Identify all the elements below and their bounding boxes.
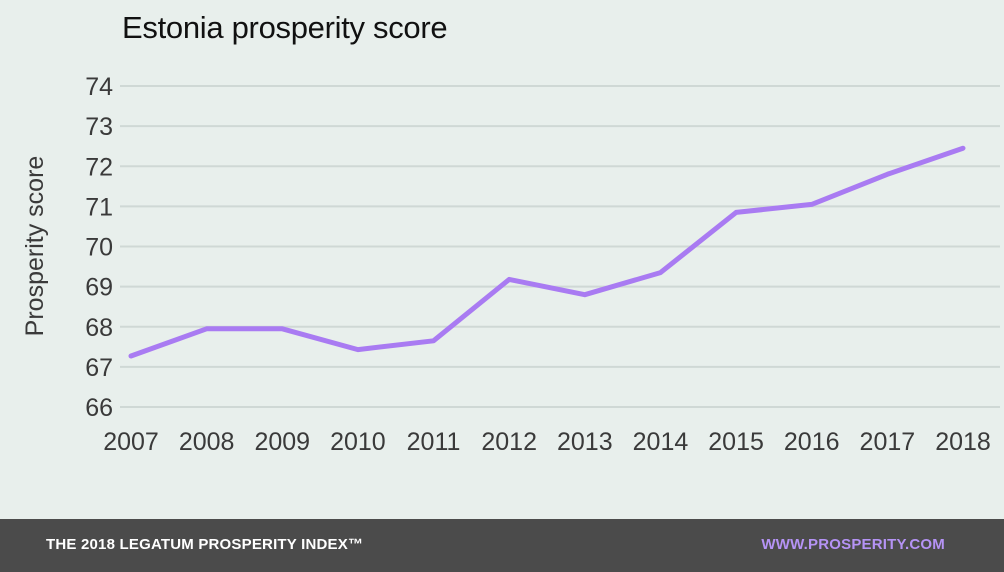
y-tick-label: 72 xyxy=(85,153,113,181)
y-tick-label: 70 xyxy=(85,234,113,262)
y-tick-label: 66 xyxy=(85,394,113,422)
y-tick-label: 74 xyxy=(85,73,113,101)
y-tick-label: 71 xyxy=(85,193,113,221)
series-line xyxy=(128,145,966,359)
footer-index-name: THE 2018 LEGATUM PROSPERITY INDEX™ xyxy=(46,536,364,553)
y-tick-label: 69 xyxy=(85,274,113,302)
footer-bar: THE 2018 LEGATUM PROSPERITY INDEX™ WWW.P… xyxy=(0,519,1004,572)
gridlines xyxy=(120,85,1000,408)
x-tick-label: 2007 xyxy=(103,428,159,456)
footer-website-link[interactable]: WWW.PROSPERITY.COM xyxy=(761,536,945,553)
y-tick-label: 67 xyxy=(85,354,113,382)
x-tick-label: 2014 xyxy=(633,428,689,456)
y-axis-label: Prosperity score xyxy=(21,156,49,337)
y-axis-ticks: 66 67 68 69 70 71 72 73 74 xyxy=(85,73,113,422)
x-tick-label: 2013 xyxy=(557,428,613,456)
x-tick-label: 2018 xyxy=(935,428,991,456)
x-tick-label: 2008 xyxy=(179,428,235,456)
x-tick-label: 2011 xyxy=(407,428,461,456)
x-tick-label: 2015 xyxy=(708,428,764,456)
x-axis-ticks: 2007 2008 2009 2010 2011 2012 2013 2014 2015 2016… xyxy=(103,428,991,456)
x-tick-label: 2017 xyxy=(860,428,916,456)
series-group xyxy=(128,145,966,359)
x-tick-label: 2010 xyxy=(330,428,386,456)
y-tick-label: 68 xyxy=(85,314,113,342)
y-tick-label: 73 xyxy=(85,113,113,141)
x-tick-label: 2016 xyxy=(784,428,840,456)
x-tick-label: 2009 xyxy=(254,428,310,456)
x-tick-label: 2012 xyxy=(481,428,537,456)
chart-title: Estonia prosperity score xyxy=(122,10,448,45)
